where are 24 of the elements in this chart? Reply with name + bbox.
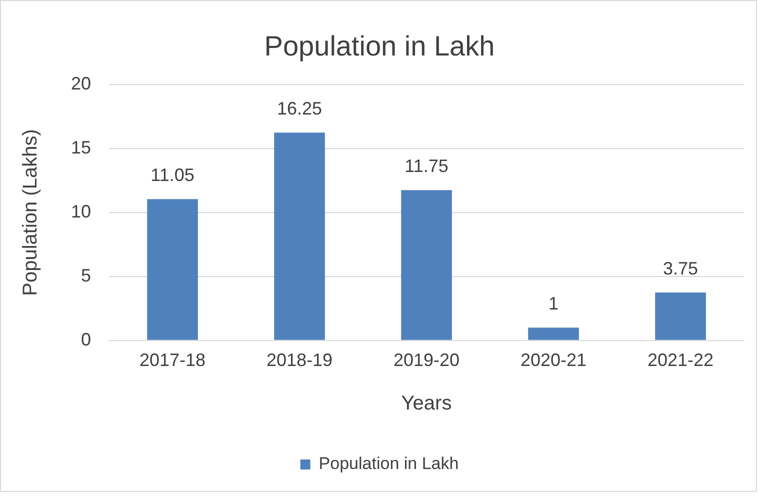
y-axis-title: Population (Lakhs) [20, 129, 42, 296]
x-tick-label: 2019-20 [393, 350, 460, 370]
chart-title: Population in Lakh [264, 30, 495, 62]
data-label: 16.25 [276, 98, 322, 119]
data-label: 3.75 [662, 258, 698, 278]
bar [655, 292, 706, 340]
y-tick-label: 10 [70, 201, 92, 222]
bar [147, 199, 198, 340]
y-tick-label: 20 [70, 74, 92, 94]
bar [401, 190, 452, 340]
y-tick-label: 15 [70, 138, 92, 158]
x-tick-label: 2017-18 [139, 350, 206, 370]
x-tick-label: 2018-19 [266, 350, 333, 370]
y-tick-label: 0 [81, 329, 92, 350]
bar [528, 328, 579, 340]
data-label: 1 [548, 294, 559, 314]
data-label: 11.75 [404, 156, 448, 176]
data-label: 11.05 [150, 165, 194, 186]
y-tick-label: 5 [81, 265, 92, 286]
x-axis-title: Years [401, 392, 452, 415]
x-tick-label: 2021-22 [647, 350, 714, 370]
bar [274, 132, 325, 340]
x-tick-label: 2020-21 [520, 350, 587, 370]
legend-label: Population in Lakh [318, 454, 459, 474]
